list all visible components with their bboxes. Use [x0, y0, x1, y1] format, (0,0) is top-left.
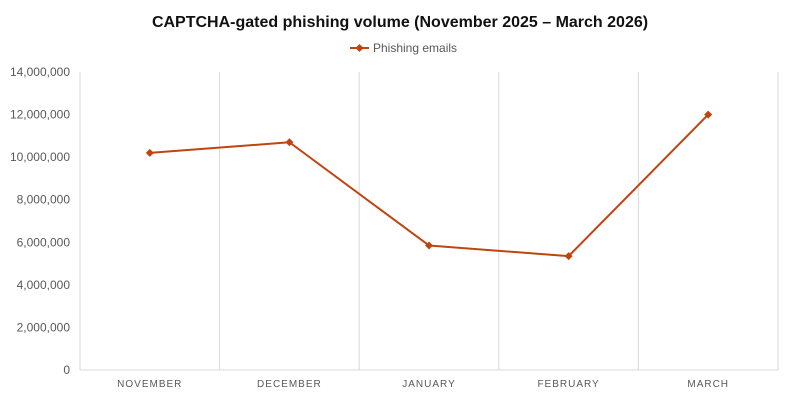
grid — [79, 72, 779, 371]
y-tick-label: 8,000,000 — [17, 193, 71, 207]
data-point-marker — [145, 148, 154, 157]
y-tick-label: 14,000,000 — [10, 65, 70, 79]
y-tick-label: 6,000,000 — [17, 235, 71, 249]
series-layer — [145, 110, 713, 261]
x-tick-label: JANUARY — [402, 379, 456, 390]
data-point-marker — [564, 252, 573, 261]
x-tick-label: FEBRUARY — [537, 379, 599, 390]
data-point-marker — [285, 138, 294, 147]
legend-marker-swatch — [355, 44, 364, 52]
data-point-marker — [704, 110, 713, 119]
data-point-marker — [425, 241, 433, 250]
y-axis: 0 2,000,000 4,000,000 6,000,000 8,000,000 10,… — [10, 65, 70, 377]
y-tick-label: 4,000,000 — [17, 278, 71, 292]
legend: Phishing emails — [350, 41, 457, 55]
series-line — [149, 113, 709, 258]
x-tick-label: NOVEMBER — [117, 379, 182, 390]
x-axis: NOVEMBER DECEMBER JANUARY FEBRUARY MARCH — [117, 379, 729, 390]
y-tick-label: 10,000,000 — [10, 150, 70, 164]
chart-title: CAPTCHA-gated phishing volume (November … — [152, 14, 648, 31]
y-tick-label: 0 — [63, 363, 70, 377]
y-tick-label: 2,000,000 — [17, 320, 71, 334]
x-tick-label: DECEMBER — [257, 379, 322, 390]
y-tick-label: 12,000,000 — [10, 108, 70, 122]
legend-label: Phishing emails — [373, 41, 457, 55]
x-tick-label: MARCH — [687, 379, 729, 390]
